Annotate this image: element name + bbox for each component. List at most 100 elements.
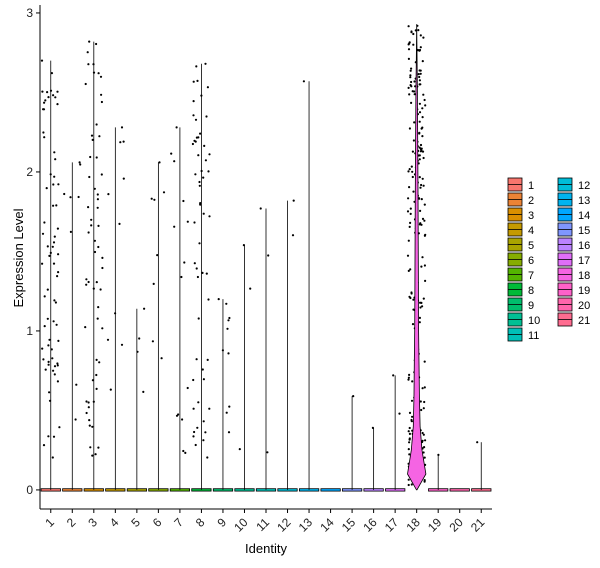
data-point [118,222,121,225]
x-tick-label: 18 [403,515,423,535]
data-point [419,222,422,225]
legend-label: 5 [528,240,534,252]
data-point [420,408,423,412]
data-point [408,168,411,171]
data-point [408,41,411,44]
data-point [183,261,186,264]
data-point [418,120,421,123]
data-point [50,348,53,351]
data-point [205,272,208,275]
data-point [207,170,210,173]
data-point [418,316,421,319]
data-point [101,266,104,270]
data-point [420,183,423,187]
data-point [46,317,49,320]
data-point [423,360,426,363]
data-point [47,360,50,363]
data-point [119,141,122,144]
legend-label: 17 [578,255,590,267]
data-point [392,374,395,377]
y-tick-label: 3 [26,6,33,20]
data-point [47,363,50,366]
data-point [95,373,98,377]
data-point [101,256,104,259]
data-point [196,426,199,429]
legend-label: 11 [528,330,539,342]
data-point [421,177,424,180]
data-point [411,150,414,153]
data-point [423,456,426,459]
x-ticks: 1 2 3 4 5 6 7 8 9 10 11 12 13 14 15 16 17 18 19 20 21 [42,509,488,535]
legend-item-12: 12 [557,177,590,192]
data-point [418,176,421,179]
violin-9 [212,299,234,492]
legend-item-3: 3 [507,207,534,222]
data-point [43,136,46,139]
data-point [420,265,423,268]
legend-item-20: 20 [557,297,590,312]
data-point [173,160,176,163]
data-point [170,152,173,155]
data-point [94,453,97,456]
data-point [419,143,423,147]
data-point [90,224,93,227]
data-point [184,451,187,454]
data-point [192,407,195,410]
legend-label: 10 [528,315,540,327]
data-point [266,451,269,454]
data-point [95,358,98,361]
data-point [408,93,411,96]
data-point [206,456,209,459]
data-point [410,291,413,294]
data-point [413,90,416,93]
data-point [407,478,410,481]
data-point [41,232,45,235]
data-point [407,269,410,272]
data-point [48,391,51,394]
data-point [57,253,60,256]
legend-item-6: 6 [507,252,534,267]
legend-label: 2 [528,195,534,207]
legend-item-2: 2 [507,192,534,207]
legend-item-16: 16 [557,237,590,252]
x-tick-label: 10 [231,515,251,535]
data-point [87,406,90,409]
data-point [52,183,55,186]
data-point [421,256,424,259]
data-point [88,419,91,422]
data-point [409,74,412,77]
data-point [175,126,178,129]
data-point [87,231,90,234]
data-point [100,100,103,104]
data-point [419,46,422,49]
data-point [95,387,98,390]
data-point [85,283,88,286]
data-point [410,101,413,104]
data-point [421,217,425,220]
data-point [46,288,49,291]
data-point [158,161,161,164]
data-point [238,448,241,451]
x-tick-label: 4 [107,515,122,530]
data-point [198,180,201,184]
data-point [55,323,58,326]
data-point [204,431,207,434]
data-point [408,453,411,456]
data-point [409,76,412,79]
data-point [411,380,414,383]
violin-7 [169,127,190,492]
data-point [87,401,90,404]
y-tick-label: 2 [26,165,33,179]
data-point [88,40,91,43]
data-point [407,483,410,487]
data-point [186,220,189,223]
data-point [42,131,45,134]
data-point [52,241,56,244]
data-point [413,121,416,124]
data-point [409,212,412,215]
data-point [421,116,424,119]
data-point [413,80,416,83]
data-point [191,142,194,146]
data-point [197,154,200,157]
violin-19 [428,454,449,492]
